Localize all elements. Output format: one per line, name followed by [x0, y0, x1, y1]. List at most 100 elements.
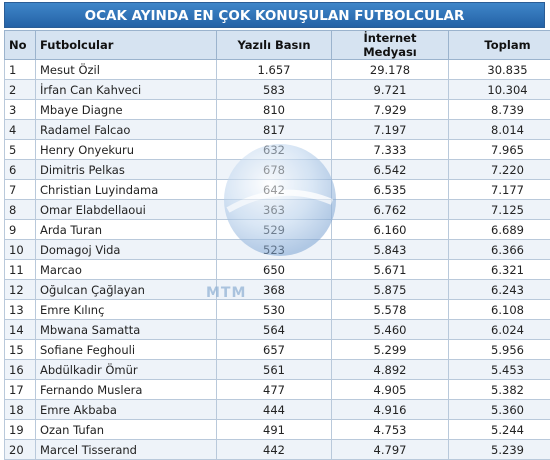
cell-no: 20: [5, 440, 36, 460]
cell-total: 6.024: [449, 320, 550, 340]
cell-no: 7: [5, 180, 36, 200]
header-row: No Futbolcular Yazılı Basın İnternet Med…: [5, 31, 550, 60]
cell-internet-media: 4.753: [332, 420, 449, 440]
cell-internet-media: 4.916: [332, 400, 449, 420]
cell-print-press: 583: [217, 80, 332, 100]
cell-no: 16: [5, 360, 36, 380]
cell-player-name: Dimitris Pelkas: [36, 160, 217, 180]
cell-player-name: Fernando Muslera: [36, 380, 217, 400]
cell-print-press: 678: [217, 160, 332, 180]
cell-total: 6.243: [449, 280, 550, 300]
cell-total: 5.360: [449, 400, 550, 420]
cell-player-name: Mbaye Diagne: [36, 100, 217, 120]
cell-print-press: 632: [217, 140, 332, 160]
cell-total: 5.453: [449, 360, 550, 380]
cell-total: 5.239: [449, 440, 550, 460]
cell-player-name: Henry Onyekuru: [36, 140, 217, 160]
cell-total: 7.177: [449, 180, 550, 200]
cell-player-name: Abdülkadir Ömür: [36, 360, 217, 380]
cell-player-name: Emre Kılınç: [36, 300, 217, 320]
cell-internet-media: 7.929: [332, 100, 449, 120]
cell-total: 8.739: [449, 100, 550, 120]
cell-print-press: 523: [217, 240, 332, 260]
cell-player-name: Ozan Tufan: [36, 420, 217, 440]
cell-internet-media: 4.905: [332, 380, 449, 400]
cell-internet-media: 6.535: [332, 180, 449, 200]
cell-player-name: Mesut Özil: [36, 60, 217, 80]
cell-print-press: 530: [217, 300, 332, 320]
cell-player-name: Sofiane Feghouli: [36, 340, 217, 360]
cell-no: 2: [5, 80, 36, 100]
cell-internet-media: 5.578: [332, 300, 449, 320]
cell-print-press: 442: [217, 440, 332, 460]
watermark-text: MTM: [206, 285, 246, 301]
cell-no: 18: [5, 400, 36, 420]
cell-internet-media: 7.197: [332, 120, 449, 140]
cell-no: 10: [5, 240, 36, 260]
cell-no: 19: [5, 420, 36, 440]
cell-player-name: Omar Elabdellaoui: [36, 200, 217, 220]
cell-player-name: Arda Turan: [36, 220, 217, 240]
cell-total: 5.382: [449, 380, 550, 400]
cell-player-name: Oğulcan Çağlayan: [36, 280, 217, 300]
cell-total: 7.965: [449, 140, 550, 160]
table-title: OCAK AYINDA EN ÇOK KONUŞULAN FUTBOLCULAR: [4, 2, 545, 28]
cell-no: 13: [5, 300, 36, 320]
cell-total: 6.366: [449, 240, 550, 260]
cell-print-press: 650: [217, 260, 332, 280]
cell-print-press: 657: [217, 340, 332, 360]
cell-player-name: Marcao: [36, 260, 217, 280]
column-header-print-press: Yazılı Basın: [217, 31, 332, 60]
cell-internet-media: 5.875: [332, 280, 449, 300]
cell-print-press: 561: [217, 360, 332, 380]
column-header-players: Futbolcular: [36, 31, 217, 60]
cell-player-name: İrfan Can Kahveci: [36, 80, 217, 100]
cell-player-name: Mbwana Samatta: [36, 320, 217, 340]
cell-print-press: 529: [217, 220, 332, 240]
cell-internet-media: 5.671: [332, 260, 449, 280]
cell-total: 7.220: [449, 160, 550, 180]
cell-no: 17: [5, 380, 36, 400]
cell-no: 11: [5, 260, 36, 280]
cell-player-name: Domagoj Vida: [36, 240, 217, 260]
cell-no: 9: [5, 220, 36, 240]
cell-no: 12: [5, 280, 36, 300]
cell-no: 14: [5, 320, 36, 340]
cell-total: 10.304: [449, 80, 550, 100]
cell-internet-media: 4.892: [332, 360, 449, 380]
cell-internet-media: 6.762: [332, 200, 449, 220]
cell-print-press: 1.657: [217, 60, 332, 80]
cell-total: 7.125: [449, 200, 550, 220]
cell-print-press: 477: [217, 380, 332, 400]
cell-print-press: 564: [217, 320, 332, 340]
cell-no: 15: [5, 340, 36, 360]
cell-total: 6.321: [449, 260, 550, 280]
cell-print-press: 642: [217, 180, 332, 200]
cell-internet-media: 7.333: [332, 140, 449, 160]
cell-print-press: 444: [217, 400, 332, 420]
cell-total: 8.014: [449, 120, 550, 140]
cell-internet-media: 5.460: [332, 320, 449, 340]
cell-no: 8: [5, 200, 36, 220]
cell-total: 30.835: [449, 60, 550, 80]
cell-player-name: Christian Luyindama: [36, 180, 217, 200]
cell-internet-media: 5.843: [332, 240, 449, 260]
cell-no: 3: [5, 100, 36, 120]
